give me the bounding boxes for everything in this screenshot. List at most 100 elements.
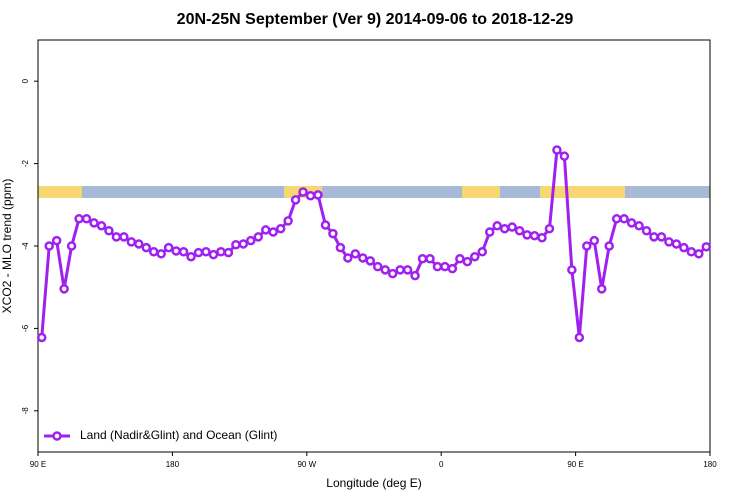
- data-point: [44, 241, 54, 251]
- data-point: [148, 247, 159, 257]
- data-point: [201, 247, 211, 257]
- data-point: [208, 249, 219, 260]
- data-point: [425, 254, 435, 264]
- data-point: [492, 221, 502, 231]
- x-tick-label: 90 E: [567, 460, 583, 469]
- data-point: [171, 246, 181, 256]
- data-point: [514, 226, 525, 236]
- data-point: [387, 268, 398, 279]
- x-tick-label: 90 W: [297, 460, 316, 469]
- data-point: [656, 232, 667, 242]
- data-point: [216, 247, 226, 257]
- land-patch: [462, 186, 500, 198]
- data-point: [186, 251, 196, 262]
- data-point: [350, 249, 361, 259]
- data-point: [596, 284, 607, 294]
- data-point: [96, 221, 107, 231]
- data-point: [679, 242, 689, 253]
- x-tick-label: 180: [166, 460, 180, 469]
- data-point: [499, 223, 510, 234]
- data-point: [619, 214, 629, 224]
- data-point: [410, 270, 420, 281]
- y-tick-label: -2: [21, 159, 30, 167]
- data-point: [455, 254, 465, 264]
- x-tick-label: 0: [439, 460, 444, 469]
- data-point: [664, 237, 674, 247]
- data-point: [589, 235, 600, 246]
- chart-title: 20N-25N September (Ver 9) 2014-09-06 to …: [177, 11, 574, 28]
- data-point: [529, 230, 540, 241]
- data-point: [380, 265, 390, 275]
- data-point: [343, 253, 353, 263]
- data-point: [119, 232, 129, 242]
- data-point: [365, 256, 376, 266]
- data-point: [253, 232, 264, 242]
- data-point: [626, 218, 637, 228]
- x-tick-label: 180: [703, 460, 717, 469]
- data-point: [402, 265, 413, 275]
- data-point: [507, 222, 517, 232]
- data-point: [335, 242, 346, 253]
- x-axis-label: Longitude (deg E): [326, 476, 421, 490]
- land-ocean-strip: [38, 186, 710, 198]
- data-point: [59, 284, 69, 294]
- data-point: [81, 214, 92, 224]
- data-point: [111, 232, 122, 242]
- y-tick-label: -8: [21, 407, 30, 415]
- data-point: [328, 228, 338, 239]
- data-point: [74, 214, 84, 224]
- data-point: [223, 247, 234, 258]
- data-point: [559, 151, 570, 161]
- data-point: [358, 253, 368, 263]
- data-point: [275, 223, 286, 234]
- data-point: [649, 232, 659, 242]
- data-point: [238, 239, 249, 249]
- data-point: [440, 261, 450, 272]
- y-axis-label: XCO2 - MLO trend (ppm): [0, 179, 14, 314]
- data-point: [231, 240, 241, 250]
- data-point: [611, 214, 622, 224]
- data-point: [298, 187, 308, 197]
- data-point: [313, 190, 323, 200]
- data-point: [604, 241, 614, 251]
- data-point: [641, 226, 652, 236]
- data-point: [470, 251, 480, 262]
- data-point: [178, 247, 189, 257]
- y-tick-label: -6: [21, 324, 30, 332]
- data-point: [686, 247, 697, 257]
- data-point: [395, 265, 405, 275]
- data-point: [567, 265, 577, 275]
- x-tick-label: 90 E: [30, 460, 46, 469]
- data-point: [462, 256, 473, 267]
- data-point: [283, 216, 293, 226]
- data-point: [634, 221, 644, 231]
- data-point: [156, 249, 166, 259]
- data-point: [36, 332, 47, 343]
- data-point: [163, 242, 174, 253]
- data-point: [447, 263, 458, 274]
- data-point: [701, 242, 712, 252]
- data-point: [134, 239, 144, 249]
- data-point: [694, 249, 704, 259]
- data-point: [537, 233, 547, 243]
- land-patch: [38, 186, 82, 198]
- data-point: [417, 254, 428, 264]
- data-point: [51, 235, 62, 246]
- data-point: [268, 227, 278, 237]
- data-point: [574, 332, 585, 343]
- data-point: [246, 235, 256, 246]
- data-point: [432, 261, 443, 272]
- data-point: [477, 247, 488, 257]
- data-point: [552, 145, 562, 155]
- data-point: [104, 226, 114, 236]
- data-point: [582, 241, 592, 251]
- data-point: [260, 225, 271, 235]
- data-point: [372, 261, 383, 272]
- data-point: [484, 227, 495, 237]
- data-point: [305, 190, 316, 201]
- data-point: [126, 237, 137, 247]
- data-point: [671, 239, 682, 249]
- data-point: [290, 195, 301, 205]
